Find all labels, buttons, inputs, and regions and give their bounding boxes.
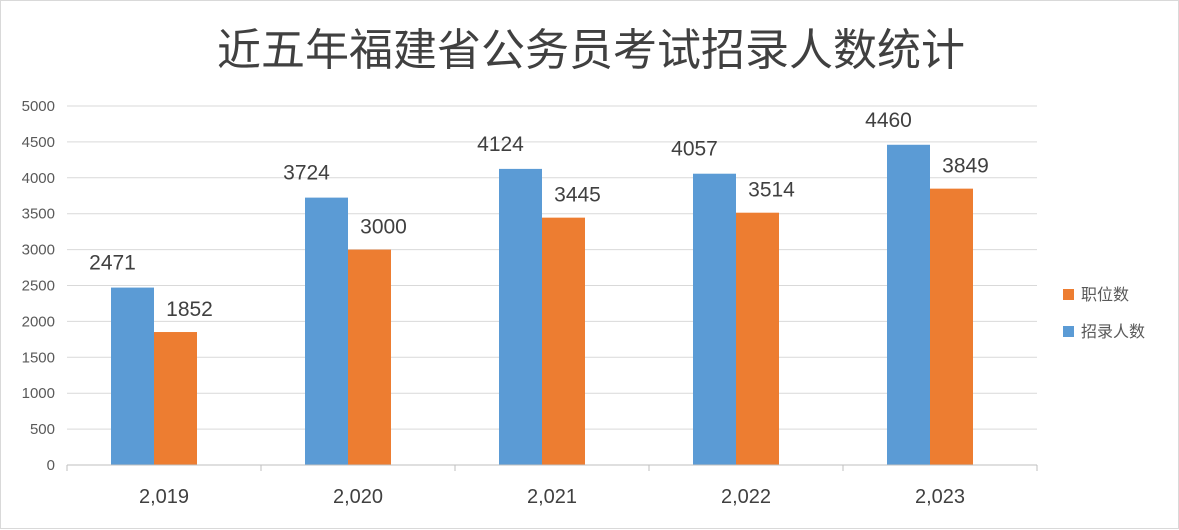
bars [111, 144, 973, 466]
y-tick-label: 4500 [22, 134, 55, 151]
y-tick-label: 500 [30, 421, 55, 438]
bar-职位数-2,022 [736, 212, 779, 465]
data-label: 4460 [865, 109, 912, 132]
bar-招录人数-2,021 [499, 168, 542, 466]
legend-swatch [1063, 326, 1074, 337]
y-tick-label: 1500 [22, 349, 55, 366]
y-tick-label: 5000 [22, 98, 55, 115]
bar-职位数-2,021 [542, 217, 585, 465]
y-tick-label: 3500 [22, 206, 55, 223]
data-label: 4057 [671, 138, 718, 161]
data-label: 1852 [166, 298, 213, 321]
bar-招录人数-2,023 [887, 144, 930, 465]
y-tick-label: 1000 [22, 385, 55, 402]
x-category-label: 2,020 [333, 486, 383, 508]
x-category-label: 2,021 [527, 486, 577, 508]
x-category-label: 2,022 [721, 486, 771, 508]
data-label: 3514 [748, 179, 795, 202]
bar-招录人数-2,022 [693, 173, 736, 465]
legend-label: 职位数 [1081, 285, 1129, 304]
x-axis-category-labels: 2,019 2,020 2,021 2,022 2,023 [139, 486, 965, 508]
data-label: 2471 [89, 252, 136, 275]
y-tick-label: 2500 [22, 278, 55, 295]
chart-title: 近五年福建省公务员考试招录人数统计 [217, 25, 965, 76]
y-tick-label: 2000 [22, 313, 55, 330]
y-tick-label: 4000 [22, 170, 55, 187]
y-axis-tick-labels: 0 500 1000 1500 2000 2500 3000 3500 4000 4500 5000 [22, 98, 55, 474]
x-category-label: 2,019 [139, 486, 189, 508]
bar-招录人数-2,020 [305, 197, 348, 465]
bar-招录人数-2,019 [111, 287, 154, 465]
data-label: 3000 [360, 216, 407, 239]
bar-职位数-2,019 [154, 332, 197, 465]
x-axis [66, 464, 1038, 471]
data-labels: 2471 1852 3724 3000 4124 3445 4057 3514 4460 3849 [89, 109, 989, 321]
bar-职位数-2,023 [930, 188, 973, 466]
x-category-label: 2,023 [915, 486, 965, 508]
legend-label: 招录人数 [1081, 322, 1145, 341]
data-label: 4124 [477, 133, 524, 156]
y-tick-label: 3000 [22, 242, 55, 259]
bar-职位数-2,020 [348, 249, 391, 465]
y-tick-label: 0 [47, 457, 55, 474]
legend-swatch [1063, 289, 1074, 300]
data-label: 3724 [283, 162, 330, 185]
data-label: 3445 [554, 184, 601, 207]
data-label: 3849 [942, 155, 989, 178]
